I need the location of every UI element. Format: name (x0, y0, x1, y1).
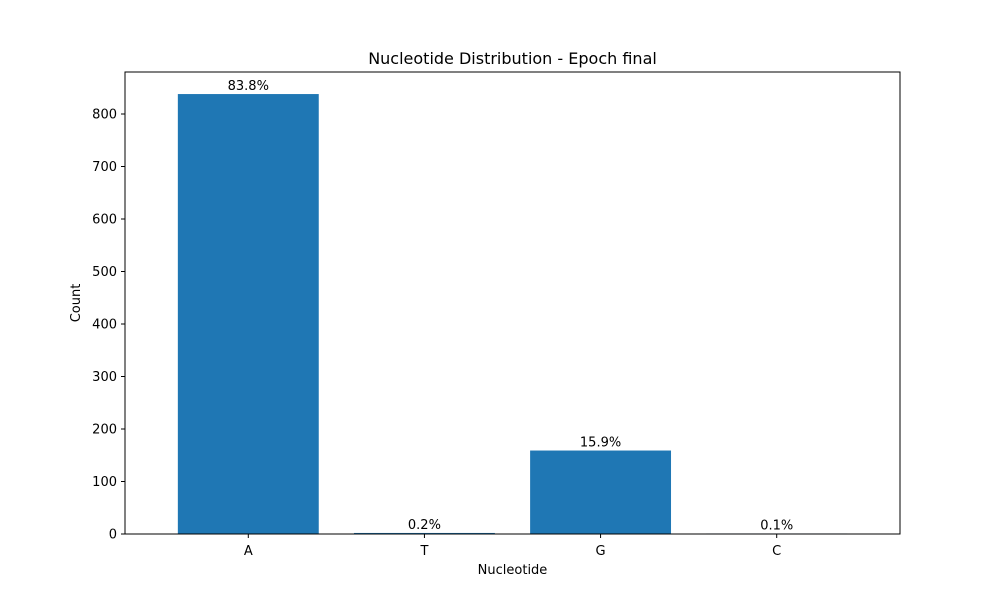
y-tick-label: 700 (92, 160, 117, 175)
y-tick-label: 100 (92, 475, 117, 490)
x-tick-label-g: G (596, 544, 606, 559)
y-tick-label: 200 (92, 423, 117, 438)
bar-value-label-c: 0.1% (760, 518, 793, 533)
bar-value-label-g: 15.9% (580, 436, 621, 451)
bar-value-label-t: 0.2% (408, 518, 441, 533)
y-tick-label: 300 (92, 370, 117, 385)
y-tick-label: 500 (92, 265, 117, 280)
y-tick-label: 800 (92, 108, 117, 123)
y-axis-label: Count (69, 284, 84, 323)
x-tick-label-t: T (419, 544, 428, 559)
y-tick-label: 600 (92, 213, 117, 228)
y-axis: 0 100 200 300 400 500 600 700 800 (92, 108, 125, 543)
bar-a (177, 94, 319, 535)
y-tick-label: 400 (92, 318, 117, 333)
x-axis-label: Nucleotide (478, 563, 548, 578)
x-tick-label-c: C (772, 544, 781, 559)
bars-group (177, 94, 848, 535)
bar-value-label-a: 83.8% (228, 79, 269, 94)
x-tick-label-a: A (244, 544, 253, 559)
bar-labels-group: 83.8% 0.2% 15.9% 0.1% (228, 79, 794, 533)
plot-frame (124, 71, 901, 535)
bar-t (353, 532, 495, 534)
y-tick-label: 0 (109, 528, 117, 543)
bar-g (530, 450, 672, 534)
chart-title: Nucleotide Distribution - Epoch final (368, 49, 657, 68)
